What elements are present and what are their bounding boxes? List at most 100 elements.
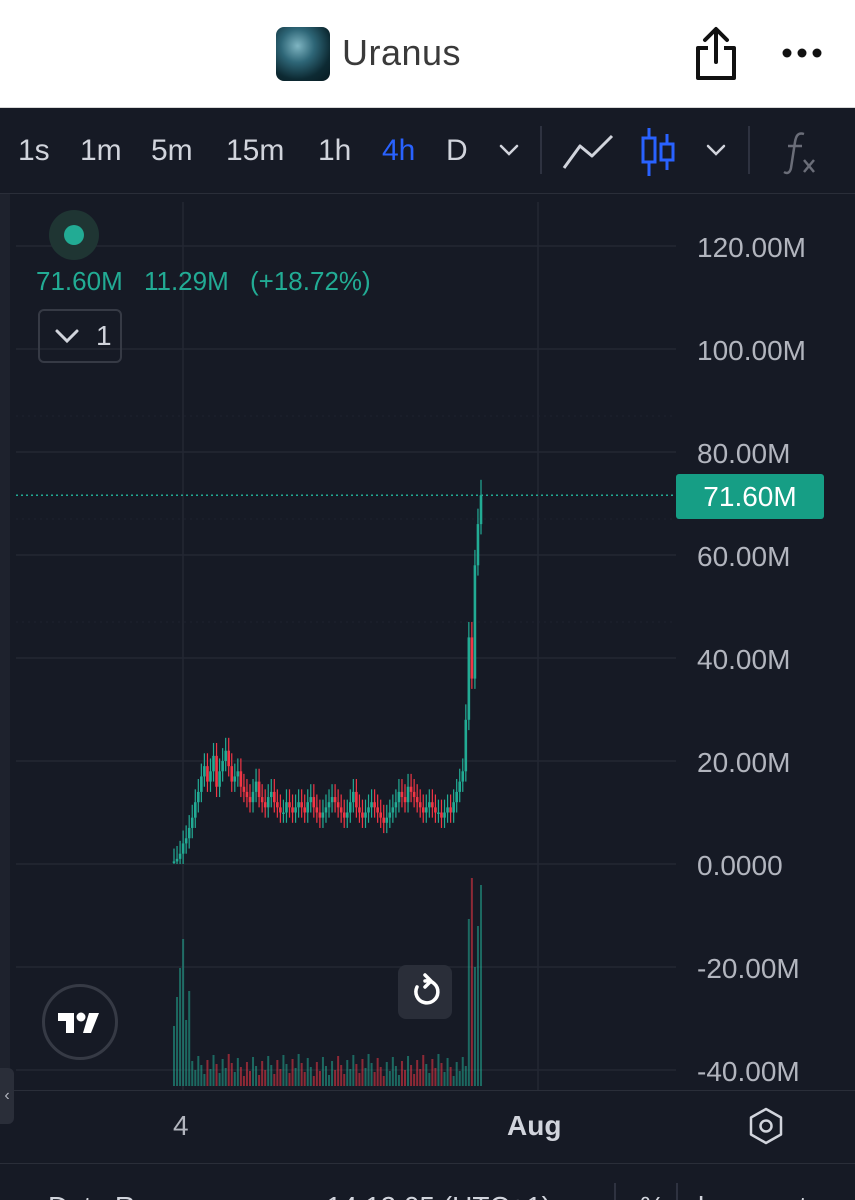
timeframe-4h[interactable]: 4h bbox=[382, 134, 416, 167]
volume-bar bbox=[343, 1074, 346, 1086]
volume-bar bbox=[331, 1061, 334, 1086]
volume-bar bbox=[422, 1055, 425, 1086]
bottom-divider bbox=[614, 1183, 616, 1200]
side-panel-handle[interactable]: ‹ bbox=[0, 1068, 14, 1124]
toolbar-divider bbox=[540, 126, 542, 174]
volume-bar bbox=[437, 1054, 440, 1086]
volume-bar bbox=[321, 1057, 324, 1086]
candle-body bbox=[248, 797, 252, 803]
candle-body bbox=[233, 776, 237, 782]
volume-bar bbox=[367, 1054, 370, 1086]
indicators-collapse-button[interactable]: 1 bbox=[38, 309, 122, 363]
timeframe-15m[interactable]: 15m bbox=[226, 134, 285, 167]
candle-body bbox=[291, 807, 294, 813]
volume-bar bbox=[267, 1056, 270, 1086]
settings-icon[interactable] bbox=[746, 1106, 786, 1146]
volume-bar bbox=[191, 1061, 194, 1086]
y-tick-label: 120.00M bbox=[697, 232, 806, 263]
volume-bar bbox=[209, 1069, 212, 1086]
y-tick-label: 20.00M bbox=[697, 747, 790, 778]
candle-body bbox=[428, 802, 431, 808]
volume-bar bbox=[449, 1067, 452, 1086]
candle-body bbox=[181, 843, 185, 854]
log-toggle[interactable]: log bbox=[698, 1191, 735, 1200]
volume-bar bbox=[270, 1065, 273, 1086]
candle-body bbox=[339, 807, 343, 813]
timeframe-1s[interactable]: 1s bbox=[18, 134, 50, 167]
reset-chart-button[interactable] bbox=[398, 965, 452, 1019]
volume-bar bbox=[324, 1066, 327, 1086]
candle-body bbox=[415, 797, 419, 803]
tradingview-logo[interactable] bbox=[42, 984, 118, 1060]
candle-body bbox=[294, 807, 297, 813]
candle-body bbox=[330, 797, 334, 803]
volume-bar bbox=[480, 885, 482, 1086]
candle-body bbox=[394, 802, 398, 808]
candle-body bbox=[321, 812, 325, 818]
volume-bar bbox=[373, 1072, 376, 1086]
candle-body bbox=[260, 797, 264, 803]
clock-time[interactable]: 14:12:05 (UTC+1) bbox=[326, 1191, 551, 1200]
volume-bar bbox=[300, 1063, 303, 1086]
volume-bar bbox=[248, 1071, 251, 1086]
candle-body bbox=[443, 812, 446, 818]
candle-body bbox=[282, 812, 285, 814]
chevron-down-icon[interactable] bbox=[705, 142, 727, 158]
bottom-bar: Date Range 14:12:05 (UTC+1) % log auto bbox=[0, 1163, 855, 1200]
volume-bar bbox=[376, 1058, 379, 1086]
volume-bar bbox=[434, 1068, 437, 1086]
candle-body bbox=[370, 802, 373, 808]
share-icon[interactable] bbox=[692, 26, 740, 82]
candle-body bbox=[355, 791, 358, 808]
candle-body bbox=[373, 802, 376, 808]
candle-body bbox=[479, 495, 483, 525]
candle-body bbox=[391, 807, 395, 813]
volume-bar bbox=[303, 1072, 306, 1086]
volume-bar bbox=[464, 1066, 467, 1086]
candle-body bbox=[327, 802, 331, 808]
y-tick-label: -40.00M bbox=[697, 1056, 800, 1087]
volume-bar bbox=[334, 1070, 337, 1086]
candle-body bbox=[455, 791, 458, 803]
time-tick-label: Aug bbox=[507, 1110, 562, 1141]
price-chart[interactable]: 120.00M 100.00M 80.00M 60.00M 40.00M 20.00M 0.… bbox=[0, 194, 855, 1090]
candle-body bbox=[200, 776, 203, 792]
candle-body bbox=[461, 771, 465, 782]
volume-bar bbox=[352, 1055, 355, 1086]
volume-bar bbox=[452, 1076, 455, 1086]
legend-status-icon[interactable] bbox=[49, 210, 99, 260]
chevron-down-icon[interactable] bbox=[498, 142, 520, 158]
timeframe-1m[interactable]: 1m bbox=[80, 134, 122, 167]
volume-bar bbox=[212, 1055, 215, 1086]
timeframe-5m[interactable]: 5m bbox=[151, 134, 193, 167]
volume-bar bbox=[245, 1062, 248, 1086]
date-range-button[interactable]: Date Range bbox=[48, 1191, 197, 1200]
candle-body bbox=[385, 817, 389, 823]
candlestick-icon[interactable] bbox=[640, 126, 676, 178]
volume-bar bbox=[385, 1062, 388, 1086]
candle-body bbox=[245, 791, 249, 798]
percent-toggle[interactable]: % bbox=[640, 1191, 665, 1200]
candle-body bbox=[424, 807, 428, 813]
volume-bar bbox=[282, 1055, 285, 1086]
time-axis[interactable] bbox=[0, 1090, 855, 1164]
line-chart-icon[interactable] bbox=[562, 132, 614, 172]
volume-bar bbox=[394, 1066, 397, 1086]
left-panel-strip bbox=[0, 194, 10, 1090]
candle-body bbox=[352, 791, 355, 803]
function-icon[interactable] bbox=[782, 128, 818, 176]
volume-bar bbox=[258, 1075, 261, 1086]
volume-bar bbox=[328, 1075, 331, 1086]
timeframe-d[interactable]: D bbox=[446, 134, 468, 167]
candle-body bbox=[221, 761, 224, 772]
candle-body bbox=[236, 771, 240, 777]
candle-body bbox=[315, 807, 319, 813]
more-icon[interactable] bbox=[780, 38, 824, 68]
candle-body bbox=[178, 853, 182, 859]
auto-toggle[interactable]: auto bbox=[768, 1191, 823, 1200]
candle-body bbox=[187, 827, 191, 839]
volume-bar bbox=[200, 1065, 203, 1086]
timeframe-1h[interactable]: 1h bbox=[318, 134, 352, 167]
volume-bar bbox=[197, 1056, 200, 1086]
volume-bar bbox=[179, 968, 182, 1086]
